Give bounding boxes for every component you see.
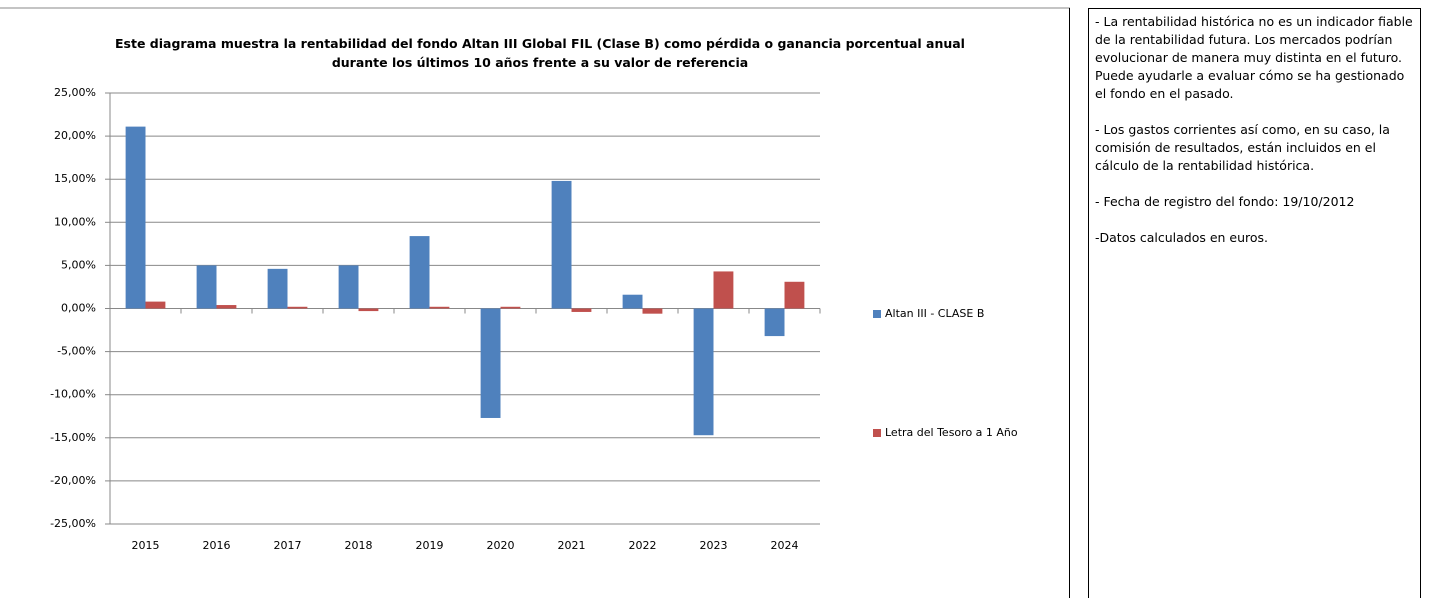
note: - Los gastos corrientes así como, en su … [1095, 122, 1390, 173]
bar [287, 306, 308, 309]
legend-swatch [873, 429, 881, 437]
bar [551, 180, 572, 309]
y-tick-label: 5,00% [61, 258, 96, 271]
bar [622, 294, 643, 309]
x-tick-label: 2023 [700, 539, 728, 552]
bar [125, 126, 146, 309]
bar [216, 305, 237, 309]
legend-swatch [873, 310, 881, 318]
y-tick-label: 15,00% [54, 172, 96, 185]
note: - Fecha de registro del fondo: 19/10/201… [1095, 194, 1355, 209]
x-tick-label: 2017 [274, 539, 302, 552]
bar [429, 306, 450, 309]
bar [764, 308, 785, 337]
bar [713, 271, 734, 309]
bar [571, 308, 592, 312]
y-tick-label: -10,00% [50, 388, 96, 401]
bar [267, 268, 288, 309]
legend-label: Altan III - CLASE B [885, 307, 984, 320]
y-tick-label: -5,00% [57, 345, 96, 358]
y-tick-label: -25,00% [50, 517, 96, 530]
y-tick-label: -20,00% [50, 474, 96, 487]
x-tick-label: 2019 [416, 539, 444, 552]
bar [500, 306, 521, 309]
bar [338, 265, 359, 309]
bar [642, 308, 663, 314]
y-tick-label: 25,00% [54, 86, 96, 99]
y-tick-label: 20,00% [54, 129, 96, 142]
bar [409, 236, 430, 309]
chart-title: Este diagrama muestra la rentabilidad de… [115, 36, 965, 70]
note: -Datos calculados en euros. [1095, 230, 1269, 245]
bar [358, 308, 379, 312]
y-tick-label: 10,00% [54, 215, 96, 228]
x-tick-label: 2021 [558, 539, 586, 552]
bar [693, 308, 714, 436]
y-tick-label: -15,00% [50, 431, 96, 444]
x-tick-label: 2020 [487, 539, 515, 552]
chart: 25,00% 20,00% 15,00% 10,00% 5,00% 0,00% -5,00%… [0, 7, 1070, 598]
bar [196, 265, 217, 309]
x-tick-label: 2015 [132, 539, 160, 552]
notes-box: - La rentabilidad histórica no es un ind… [1088, 8, 1421, 598]
x-tick-label: 2016 [203, 539, 231, 552]
note: - La rentabilidad histórica no es un ind… [1095, 14, 1413, 101]
x-tick-label: 2022 [629, 539, 657, 552]
x-tick-label: 2024 [771, 539, 799, 552]
bar [145, 301, 166, 309]
x-tick-label: 2018 [345, 539, 373, 552]
bar [784, 281, 805, 309]
y-tick-label: 0,00% [61, 302, 96, 315]
legend-label: Letra del Tesoro a 1 Año [885, 426, 1018, 439]
bar [480, 308, 501, 418]
